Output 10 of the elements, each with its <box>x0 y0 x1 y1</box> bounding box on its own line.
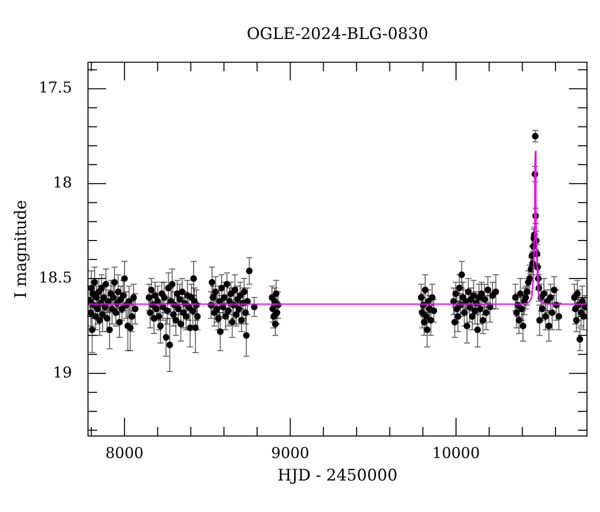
x-tick-label: 10000 <box>432 444 480 462</box>
y-axis-title: I magnitude <box>10 200 30 298</box>
x-tick-label: 9000 <box>271 444 310 462</box>
x-axis-title: HJD - 2450000 <box>277 466 398 485</box>
y-tick-label: 18.5 <box>38 268 72 286</box>
y-tick-label: 18 <box>52 174 72 192</box>
chart-title: OGLE-2024-BLG-0830 <box>246 24 428 43</box>
x-tick-label: 8000 <box>105 444 144 462</box>
y-tick-label: 19 <box>52 363 72 382</box>
y-tick-label: 17.5 <box>38 78 72 97</box>
